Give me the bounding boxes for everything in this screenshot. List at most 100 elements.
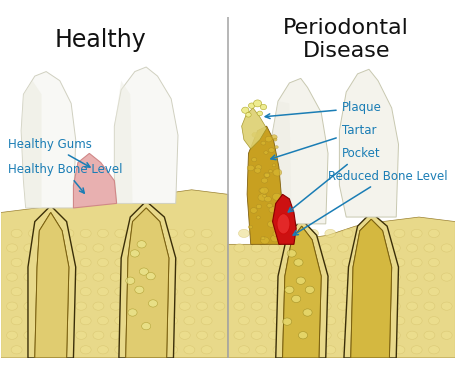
Ellipse shape bbox=[197, 302, 208, 310]
Ellipse shape bbox=[269, 244, 280, 252]
Ellipse shape bbox=[166, 288, 177, 296]
Ellipse shape bbox=[441, 273, 452, 281]
Ellipse shape bbox=[247, 165, 254, 171]
Ellipse shape bbox=[24, 273, 35, 281]
Polygon shape bbox=[114, 81, 132, 203]
Ellipse shape bbox=[41, 302, 52, 310]
Ellipse shape bbox=[286, 244, 297, 252]
Ellipse shape bbox=[166, 316, 177, 325]
Ellipse shape bbox=[273, 288, 284, 296]
Ellipse shape bbox=[250, 208, 257, 213]
Ellipse shape bbox=[59, 302, 70, 310]
Polygon shape bbox=[340, 69, 398, 217]
Ellipse shape bbox=[355, 244, 366, 252]
Ellipse shape bbox=[80, 288, 91, 296]
Ellipse shape bbox=[286, 331, 297, 339]
Ellipse shape bbox=[166, 346, 177, 354]
Ellipse shape bbox=[110, 244, 121, 252]
Ellipse shape bbox=[252, 132, 258, 137]
Ellipse shape bbox=[234, 302, 245, 310]
Ellipse shape bbox=[424, 244, 435, 252]
Ellipse shape bbox=[271, 135, 277, 140]
Polygon shape bbox=[228, 217, 455, 358]
Ellipse shape bbox=[377, 346, 387, 354]
Ellipse shape bbox=[290, 346, 301, 354]
Ellipse shape bbox=[184, 346, 195, 354]
Ellipse shape bbox=[97, 316, 108, 325]
Ellipse shape bbox=[296, 277, 305, 284]
Polygon shape bbox=[247, 126, 281, 244]
Ellipse shape bbox=[214, 302, 225, 310]
Ellipse shape bbox=[11, 230, 22, 237]
Ellipse shape bbox=[372, 273, 383, 281]
Ellipse shape bbox=[307, 288, 318, 296]
Ellipse shape bbox=[269, 273, 280, 281]
Ellipse shape bbox=[273, 258, 284, 267]
Ellipse shape bbox=[162, 273, 173, 281]
Ellipse shape bbox=[338, 244, 349, 252]
Ellipse shape bbox=[238, 316, 249, 325]
Ellipse shape bbox=[303, 331, 314, 339]
Ellipse shape bbox=[338, 331, 349, 339]
Ellipse shape bbox=[377, 288, 387, 296]
Ellipse shape bbox=[294, 259, 303, 266]
Ellipse shape bbox=[264, 196, 272, 202]
Ellipse shape bbox=[46, 346, 57, 354]
Ellipse shape bbox=[286, 273, 297, 281]
Ellipse shape bbox=[269, 207, 277, 213]
Ellipse shape bbox=[307, 230, 318, 237]
Ellipse shape bbox=[303, 302, 314, 310]
Ellipse shape bbox=[238, 258, 249, 267]
Ellipse shape bbox=[273, 346, 284, 354]
Ellipse shape bbox=[342, 346, 353, 354]
Ellipse shape bbox=[141, 322, 151, 330]
Ellipse shape bbox=[359, 346, 370, 354]
Ellipse shape bbox=[377, 230, 387, 237]
Ellipse shape bbox=[128, 273, 139, 281]
Ellipse shape bbox=[97, 346, 108, 354]
Ellipse shape bbox=[441, 331, 452, 339]
Ellipse shape bbox=[132, 288, 143, 296]
Polygon shape bbox=[28, 206, 76, 358]
Ellipse shape bbox=[424, 273, 435, 281]
Ellipse shape bbox=[11, 316, 22, 325]
Ellipse shape bbox=[359, 258, 370, 267]
Ellipse shape bbox=[24, 302, 35, 310]
Ellipse shape bbox=[389, 331, 400, 339]
Ellipse shape bbox=[234, 244, 245, 252]
Ellipse shape bbox=[342, 288, 353, 296]
Ellipse shape bbox=[46, 316, 57, 325]
Ellipse shape bbox=[80, 258, 91, 267]
Ellipse shape bbox=[377, 316, 387, 325]
Ellipse shape bbox=[261, 141, 266, 145]
Ellipse shape bbox=[128, 309, 137, 316]
Ellipse shape bbox=[260, 104, 267, 110]
Ellipse shape bbox=[41, 331, 52, 339]
Ellipse shape bbox=[259, 188, 264, 193]
Ellipse shape bbox=[242, 107, 249, 113]
Ellipse shape bbox=[290, 288, 301, 296]
Ellipse shape bbox=[197, 244, 208, 252]
Polygon shape bbox=[21, 72, 76, 208]
Ellipse shape bbox=[115, 346, 126, 354]
Ellipse shape bbox=[214, 244, 225, 252]
Ellipse shape bbox=[46, 288, 57, 296]
Ellipse shape bbox=[63, 288, 74, 296]
Ellipse shape bbox=[377, 258, 387, 267]
Polygon shape bbox=[282, 226, 321, 358]
Ellipse shape bbox=[93, 302, 104, 310]
Ellipse shape bbox=[24, 331, 35, 339]
Ellipse shape bbox=[372, 302, 383, 310]
Ellipse shape bbox=[258, 194, 267, 201]
Ellipse shape bbox=[394, 316, 405, 325]
Ellipse shape bbox=[59, 244, 70, 252]
Polygon shape bbox=[282, 226, 321, 358]
Polygon shape bbox=[351, 219, 392, 358]
Ellipse shape bbox=[407, 244, 418, 252]
Ellipse shape bbox=[246, 112, 251, 117]
Ellipse shape bbox=[234, 331, 245, 339]
Ellipse shape bbox=[269, 148, 274, 153]
Ellipse shape bbox=[286, 302, 297, 310]
Ellipse shape bbox=[261, 237, 265, 240]
Ellipse shape bbox=[277, 214, 290, 234]
